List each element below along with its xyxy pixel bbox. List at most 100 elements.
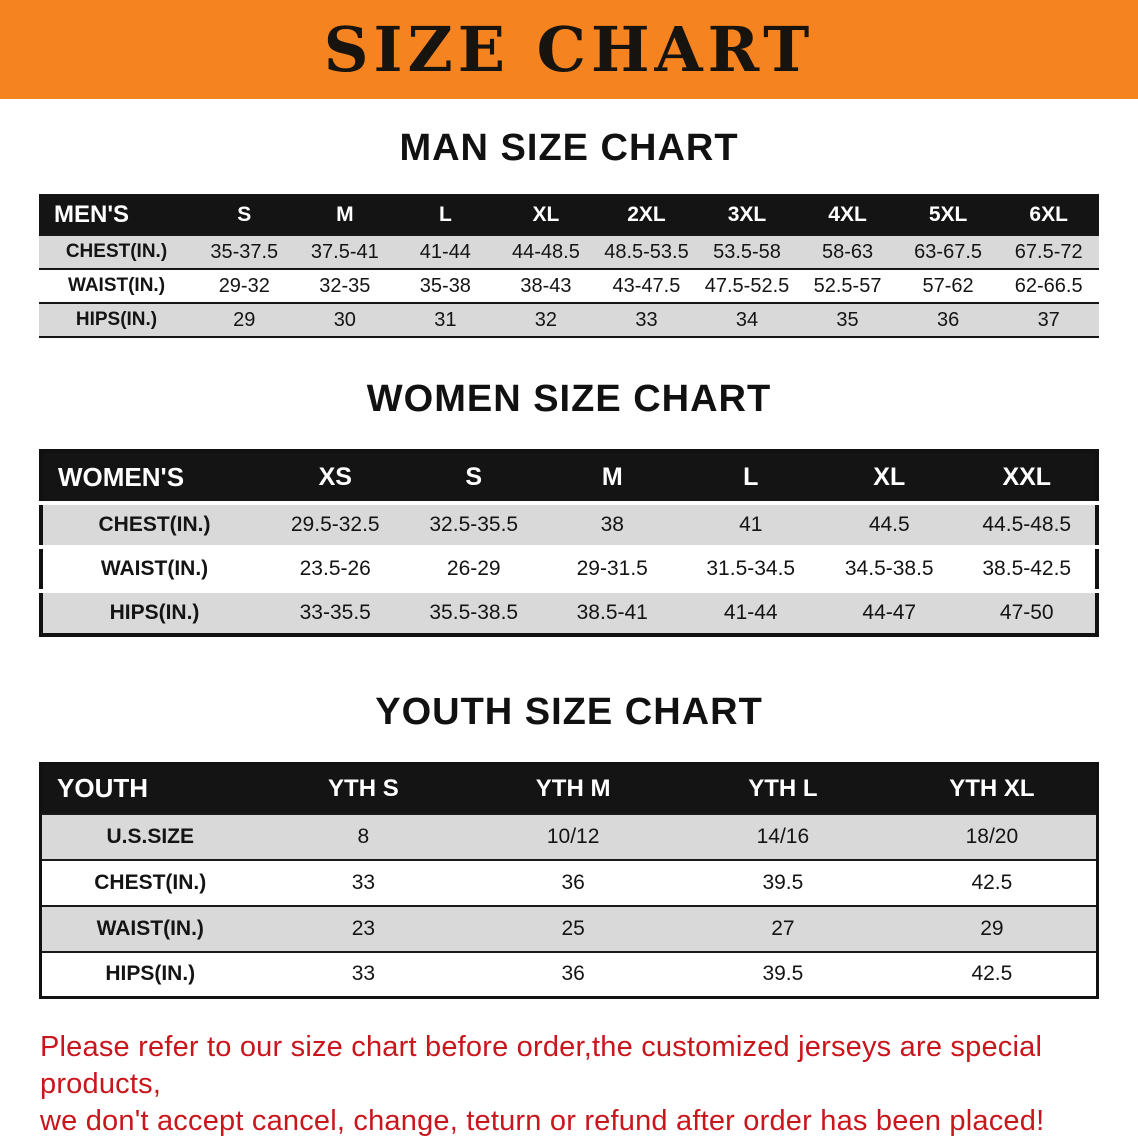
size-column-header: YTH S: [258, 763, 469, 814]
table-row: HIPS(IN.) 33-35.5 35.5-38.5 38.5-41 41-44 44-…: [41, 591, 1097, 635]
disclaimer-line-1: Please refer to our size chart before or…: [40, 1031, 1043, 1101]
size-value-cell: 37.5-41: [310, 240, 379, 263]
size-value-cell: 34.5-38.5: [844, 557, 934, 580]
size-value-cell: 38: [600, 513, 624, 536]
size-value-cell: 29: [233, 308, 256, 331]
disclaimer-note: Please refer to our size chart before or…: [40, 1029, 1108, 1140]
size-value-cell: 27: [771, 916, 795, 940]
size-value-cell: 35.5-38.5: [429, 601, 519, 624]
size-value-cell: 23.5-26: [299, 557, 371, 580]
size-column-header: XL: [495, 195, 597, 235]
size-value-cell: 23: [351, 916, 376, 940]
row-label: WAIST(IN.): [100, 557, 209, 580]
size-value-cell: 41-44: [419, 240, 471, 263]
size-value-cell: 44.5: [868, 513, 910, 536]
size-value-cell: 39.5: [762, 962, 804, 986]
size-value-cell: 44-48.5: [511, 240, 580, 263]
size-value-cell: 33-35.5: [299, 601, 371, 624]
table-corner-label: WOMEN'S: [41, 451, 266, 503]
size-column-header: YTH XL: [887, 763, 1098, 814]
row-label: WAIST(IN.): [67, 275, 166, 296]
youth-section-heading: YOUTH SIZE CHART: [375, 691, 763, 733]
size-value-cell: 32-35: [319, 274, 371, 297]
size-value-cell: 33: [351, 870, 376, 894]
disclaimer-line-2: we don't accept cancel, change, teturn o…: [40, 1105, 1045, 1138]
size-value-cell: 33: [351, 962, 376, 986]
size-column-header: 5XL: [897, 195, 999, 235]
size-value-cell: 41: [739, 513, 763, 536]
table-row: U.S.SIZE 8 10/12 14/16 18/20: [40, 813, 1098, 860]
size-value-cell: 30: [333, 308, 356, 331]
size-value-cell: 67.5-72: [1014, 240, 1083, 263]
size-value-cell: 18/20: [965, 824, 1019, 848]
table-header-row: MEN'S S M L XL 2XL 3XL 4XL 5XL 6XL: [39, 195, 1099, 235]
size-column-header: 2XL: [596, 195, 697, 235]
size-value-cell: 8: [357, 824, 370, 848]
size-value-cell: 34: [735, 308, 759, 331]
size-value-cell: 35-38: [419, 274, 471, 297]
table-corner-label: MEN'S: [39, 195, 194, 235]
size-value-cell: 43-47.5: [612, 274, 681, 297]
size-value-cell: 26-29: [446, 557, 501, 580]
size-value-cell: 36: [936, 308, 960, 331]
size-column-header: 3XL: [696, 195, 798, 235]
table-header-row: WOMEN'S XS S M L XL XXL: [41, 451, 1097, 503]
row-label: HIPS(IN.): [109, 601, 200, 624]
size-value-cell: 52.5-57: [813, 274, 882, 297]
men-size-table: MEN'S S M L XL 2XL 3XL 4XL 5XL 6XL CHEST(IN.) 35-37…: [39, 194, 1099, 338]
size-value-cell: 29-31.5: [576, 557, 648, 580]
size-value-cell: 39.5: [762, 870, 804, 894]
size-value-cell: 29.5-32.5: [290, 513, 380, 536]
size-column-header: XXL: [958, 451, 1097, 503]
size-column-header: S: [404, 451, 543, 503]
table-row: HIPS(IN.) 33 36 39.5 42.5: [40, 951, 1098, 998]
size-value-cell: 14/16: [756, 824, 810, 848]
row-label: HIPS(IN.): [105, 962, 196, 986]
size-value-cell: 44-47: [862, 601, 917, 624]
table-row: WAIST(IN.) 23.5-26 26-29 29-31.5 31.5-34.5 34…: [41, 547, 1097, 591]
size-column-header: YTH M: [468, 763, 678, 814]
size-column-header: XL: [820, 451, 959, 503]
size-value-cell: 32: [534, 308, 558, 331]
size-value-cell: 38.5-41: [576, 601, 648, 624]
size-value-cell: 47.5-52.5: [704, 274, 790, 297]
size-value-cell: 37: [1037, 308, 1060, 331]
size-column-header: YTH L: [678, 763, 888, 814]
women-size-table: WOMEN'S XS S M L XL XXL CHEST(IN.) 29.5-32.5 32.5…: [39, 449, 1099, 637]
size-value-cell: 62-66.5: [1014, 274, 1083, 297]
table-row: WAIST(IN.) 29-32 32-35 35-38 38-43 43-47.5 47.…: [39, 269, 1099, 303]
size-column-header: 6XL: [998, 195, 1099, 235]
row-label: U.S.SIZE: [106, 824, 195, 848]
size-value-cell: 29: [980, 916, 1004, 940]
size-value-cell: 47-50: [999, 601, 1054, 624]
size-value-cell: 58-63: [821, 240, 874, 263]
page-title: SIZE CHART: [323, 12, 815, 86]
size-value-cell: 32.5-35.5: [429, 513, 519, 536]
size-column-header: 4XL: [797, 195, 898, 235]
youth-size-table: YOUTH YTH S YTH M YTH L YTH XL U.S.SIZE 8 10/12…: [39, 762, 1099, 999]
size-value-cell: 42.5: [971, 870, 1013, 894]
table-row: CHEST(IN.) 35-37.5 37.5-41 41-44 44-48.5 48.5…: [39, 235, 1099, 269]
size-value-cell: 36: [561, 870, 585, 894]
size-column-header: M: [294, 195, 396, 235]
size-value-cell: 38-43: [520, 274, 572, 297]
table-row: HIPS(IN.) 29 30 31 32 33 34 35 36 37: [39, 303, 1099, 337]
size-column-header: L: [681, 451, 820, 503]
size-value-cell: 36: [561, 962, 585, 986]
size-column-header: M: [543, 451, 682, 503]
row-label: CHEST(IN.): [98, 513, 211, 536]
size-value-cell: 35-37.5: [210, 240, 279, 263]
size-value-cell: 31: [434, 308, 457, 331]
size-value-cell: 44.5-48.5: [982, 513, 1072, 536]
size-value-cell: 31.5-34.5: [706, 557, 796, 580]
table-corner-label: YOUTH: [40, 763, 259, 814]
size-column-header: L: [395, 195, 496, 235]
size-value-cell: 42.5: [971, 962, 1013, 986]
size-value-cell: 48.5-53.5: [604, 240, 689, 263]
women-section-heading: WOMEN SIZE CHART: [366, 378, 772, 420]
size-value-cell: 10/12: [546, 824, 600, 848]
size-value-cell: 41-44: [723, 601, 778, 624]
row-label: CHEST(IN.): [65, 241, 168, 262]
row-label: CHEST(IN.): [94, 870, 207, 894]
